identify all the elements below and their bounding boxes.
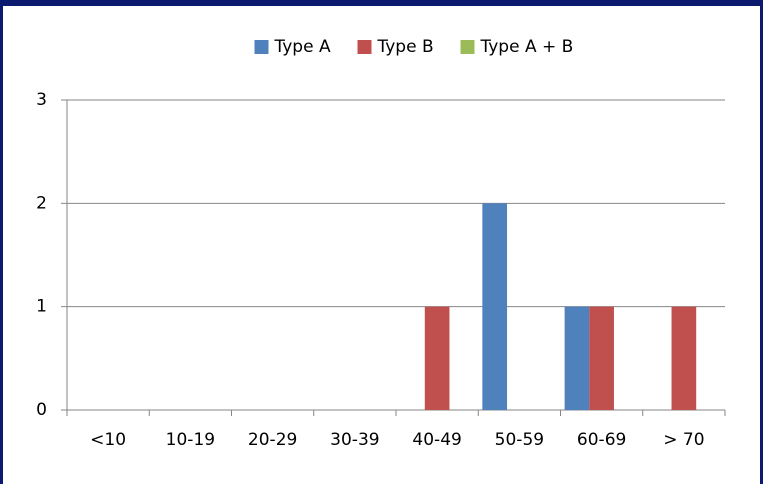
x-tick-label: 40-49 (412, 430, 461, 450)
bar (564, 306, 590, 410)
frame-top (0, 0, 763, 6)
x-tick-label: > 70 (663, 430, 704, 450)
bar (589, 306, 614, 410)
legend-label: Type B (377, 37, 434, 57)
frame-right (760, 0, 763, 484)
legend-swatch (357, 40, 372, 54)
x-tick-label: 50-59 (495, 430, 544, 450)
x-tick-label: <10 (90, 430, 126, 450)
y-tick-label: 3 (36, 90, 47, 110)
legend-swatch (254, 40, 269, 54)
bar (671, 306, 697, 410)
frame-left (0, 0, 3, 484)
y-tick-label: 0 (36, 400, 47, 420)
x-tick-label: 30-39 (330, 430, 379, 450)
x-tick-label: 20-29 (248, 430, 297, 450)
legend-swatch (460, 40, 475, 54)
bar (482, 203, 508, 410)
x-tick-label: 60-69 (577, 430, 626, 450)
y-tick-label: 2 (36, 193, 47, 213)
bar (424, 306, 450, 410)
legend-label: Type A (274, 37, 331, 57)
y-tick-label: 1 (36, 297, 47, 317)
legend-label: Type A + B (480, 37, 574, 57)
x-tick-label: 10-19 (166, 430, 215, 450)
